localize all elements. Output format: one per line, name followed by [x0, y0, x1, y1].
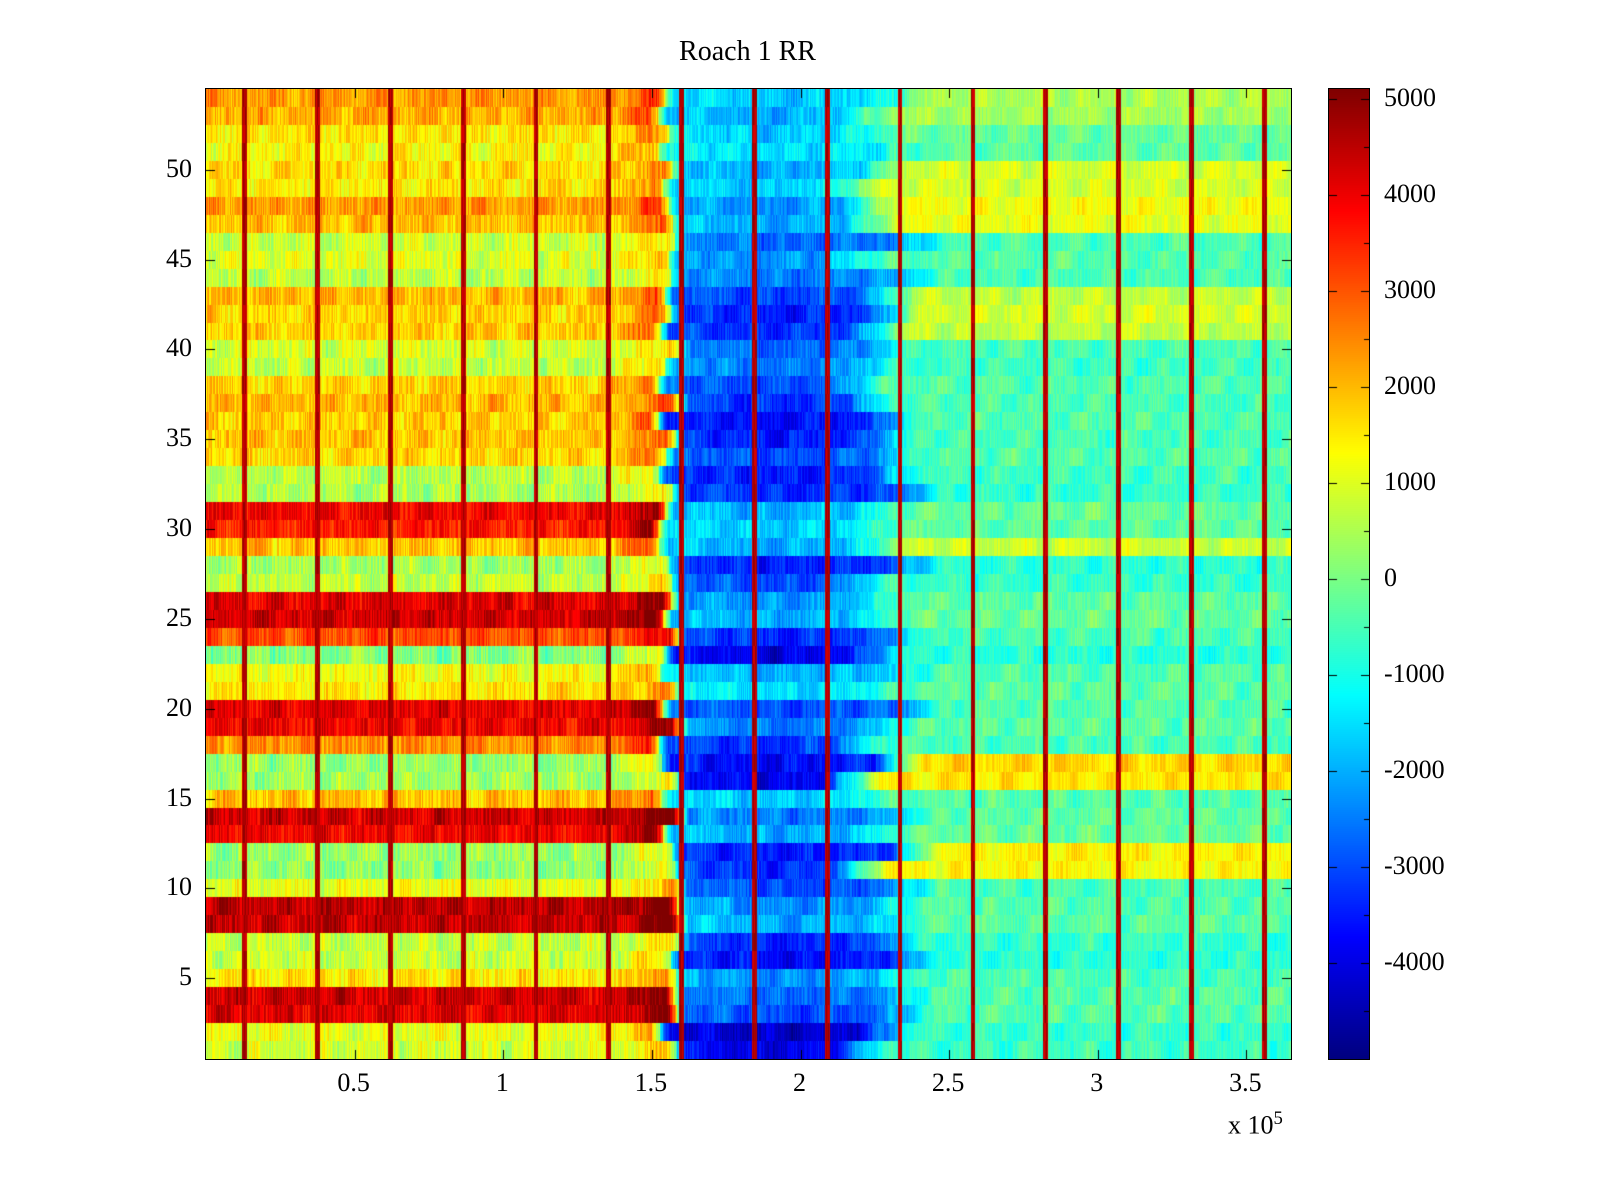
x-tick-label: 2.5 — [931, 1068, 965, 1097]
y-tick-label: 25 — [166, 602, 192, 632]
y-tick-label: 15 — [166, 782, 192, 812]
colorbar-tick-label: 1000 — [1384, 466, 1436, 496]
x-tick-label: 3 — [1090, 1068, 1104, 1097]
colorbar-tick-label: -3000 — [1384, 850, 1445, 880]
colorbar-tick-label: 0 — [1384, 562, 1397, 592]
y-tick-label: 10 — [166, 872, 192, 902]
x-axis-exponent-label: x 105 — [1228, 1108, 1283, 1141]
y-tick-label: 5 — [179, 962, 192, 992]
colorbar-tick-label: -4000 — [1384, 946, 1445, 976]
y-tick-label: 40 — [166, 333, 192, 363]
x-tick-label: 3.5 — [1229, 1068, 1262, 1097]
exponent-value: 5 — [1273, 1108, 1283, 1129]
y-tick-label: 20 — [166, 692, 192, 722]
colorbar-tick-label: 5000 — [1384, 82, 1436, 112]
colorbar-tick-label: -1000 — [1384, 658, 1445, 688]
heatmap-canvas — [205, 88, 1292, 1060]
colorbar-tick-label: 4000 — [1384, 178, 1436, 208]
y-tick-label: 35 — [166, 423, 192, 453]
chart-title: Roach 1 RR — [679, 36, 816, 67]
exponent-prefix: x 10 — [1228, 1110, 1274, 1140]
colorbar-canvas — [1328, 88, 1370, 1060]
x-tick-label: 1 — [495, 1068, 509, 1097]
colorbar-tick-label: 2000 — [1384, 370, 1436, 400]
x-tick-label: 0.5 — [337, 1068, 370, 1097]
y-tick-label: 50 — [166, 153, 192, 183]
colorbar-tick-label: 3000 — [1384, 274, 1436, 304]
x-tick-label: 1.5 — [634, 1068, 668, 1097]
y-tick-label: 45 — [166, 243, 192, 273]
x-tick-label: 2 — [793, 1068, 807, 1097]
colorbar-tick-label: -2000 — [1384, 754, 1445, 784]
y-tick-label: 30 — [166, 513, 192, 543]
